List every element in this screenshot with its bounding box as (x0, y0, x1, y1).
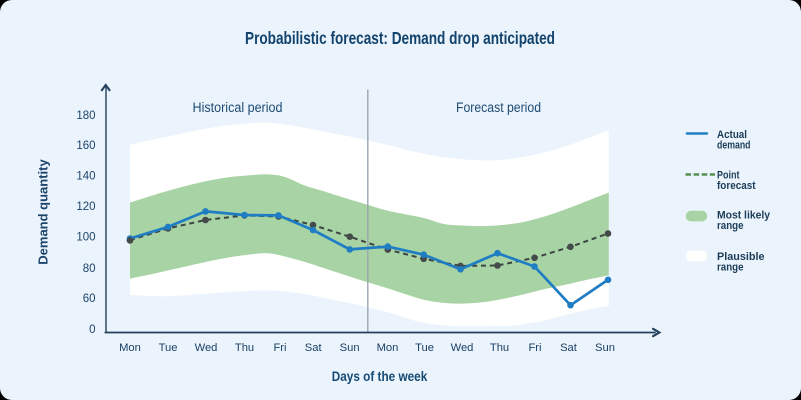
svg-text:0: 0 (89, 324, 95, 336)
svg-text:Plausible: Plausible (717, 251, 765, 263)
svg-text:80: 80 (83, 263, 96, 275)
svg-text:Probabilistic forecast: Demand: Probabilistic forecast: Demand drop anti… (245, 28, 555, 48)
svg-text:140: 140 (76, 171, 95, 183)
svg-text:Sat: Sat (305, 342, 323, 354)
svg-text:Actual: Actual (717, 129, 747, 141)
svg-text:Fri: Fri (528, 342, 541, 354)
svg-text:forecast: forecast (717, 180, 756, 192)
svg-text:Mon: Mon (377, 342, 399, 354)
svg-text:100: 100 (76, 232, 95, 244)
svg-text:Tue: Tue (415, 342, 434, 354)
svg-text:Sun: Sun (340, 342, 360, 354)
svg-text:Days of the week: Days of the week (332, 368, 428, 384)
svg-text:120: 120 (76, 201, 95, 213)
svg-text:180: 180 (76, 110, 95, 122)
svg-text:Mon: Mon (119, 342, 141, 354)
svg-text:Sat: Sat (560, 342, 578, 354)
svg-text:Tue: Tue (159, 342, 178, 354)
svg-text:Thu: Thu (490, 342, 509, 354)
svg-text:Forecast period: Forecast period (456, 100, 541, 115)
svg-text:Wed: Wed (195, 342, 218, 354)
svg-text:Historical period: Historical period (193, 100, 283, 115)
svg-text:60: 60 (83, 293, 96, 305)
svg-text:Demand quantity: Demand quantity (36, 159, 51, 265)
svg-text:Most likely: Most likely (717, 210, 771, 222)
svg-text:Sun: Sun (595, 342, 615, 354)
svg-text:range: range (717, 262, 744, 274)
svg-text:Fri: Fri (273, 342, 286, 354)
svg-text:160: 160 (76, 140, 95, 152)
svg-text:demand: demand (717, 140, 751, 152)
svg-text:Wed: Wed (451, 342, 474, 354)
svg-text:Point: Point (717, 170, 740, 182)
svg-text:range: range (717, 220, 744, 232)
svg-text:Thu: Thu (235, 342, 254, 354)
